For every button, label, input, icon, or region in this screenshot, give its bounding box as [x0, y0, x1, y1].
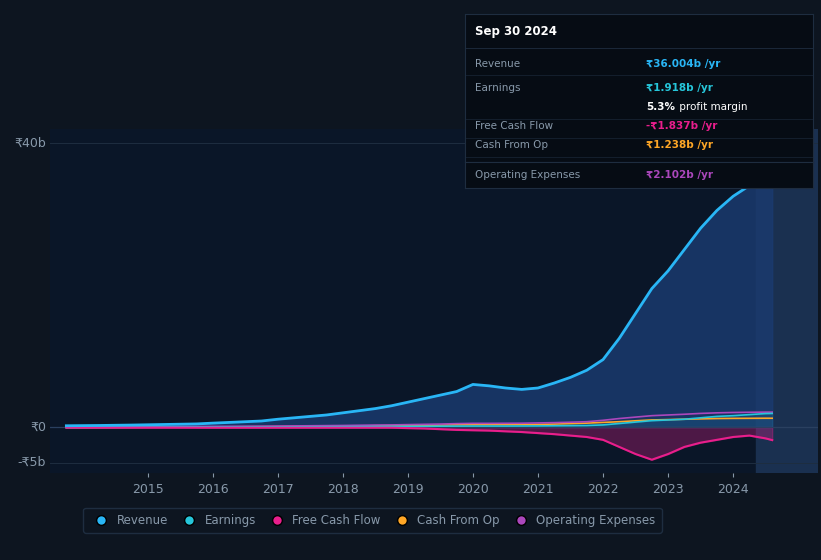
Text: ₹1.918b /yr: ₹1.918b /yr [646, 83, 713, 93]
Bar [756, 129, 818, 473]
Legend: Revenue, Earnings, Free Cash Flow, Cash From Op, Operating Expenses: Revenue, Earnings, Free Cash Flow, Cash … [84, 508, 662, 533]
Text: Earnings: Earnings [475, 83, 521, 93]
Text: ₹40b: ₹40b [14, 137, 46, 150]
Text: Cash From Op: Cash From Op [475, 140, 548, 150]
Text: 5.3%: 5.3% [646, 102, 675, 112]
Text: ₹36.004b /yr: ₹36.004b /yr [646, 59, 720, 68]
Text: Free Cash Flow: Free Cash Flow [475, 121, 553, 130]
Text: ₹0: ₹0 [30, 421, 46, 433]
Text: profit margin: profit margin [676, 102, 747, 112]
Text: -₹1.837b /yr: -₹1.837b /yr [646, 121, 718, 130]
Text: Operating Expenses: Operating Expenses [475, 170, 580, 180]
Text: Revenue: Revenue [475, 59, 521, 68]
Text: -₹5b: -₹5b [17, 456, 46, 469]
Text: Sep 30 2024: Sep 30 2024 [475, 25, 557, 38]
Text: ₹2.102b /yr: ₹2.102b /yr [646, 170, 713, 180]
Text: ₹1.238b /yr: ₹1.238b /yr [646, 140, 713, 150]
